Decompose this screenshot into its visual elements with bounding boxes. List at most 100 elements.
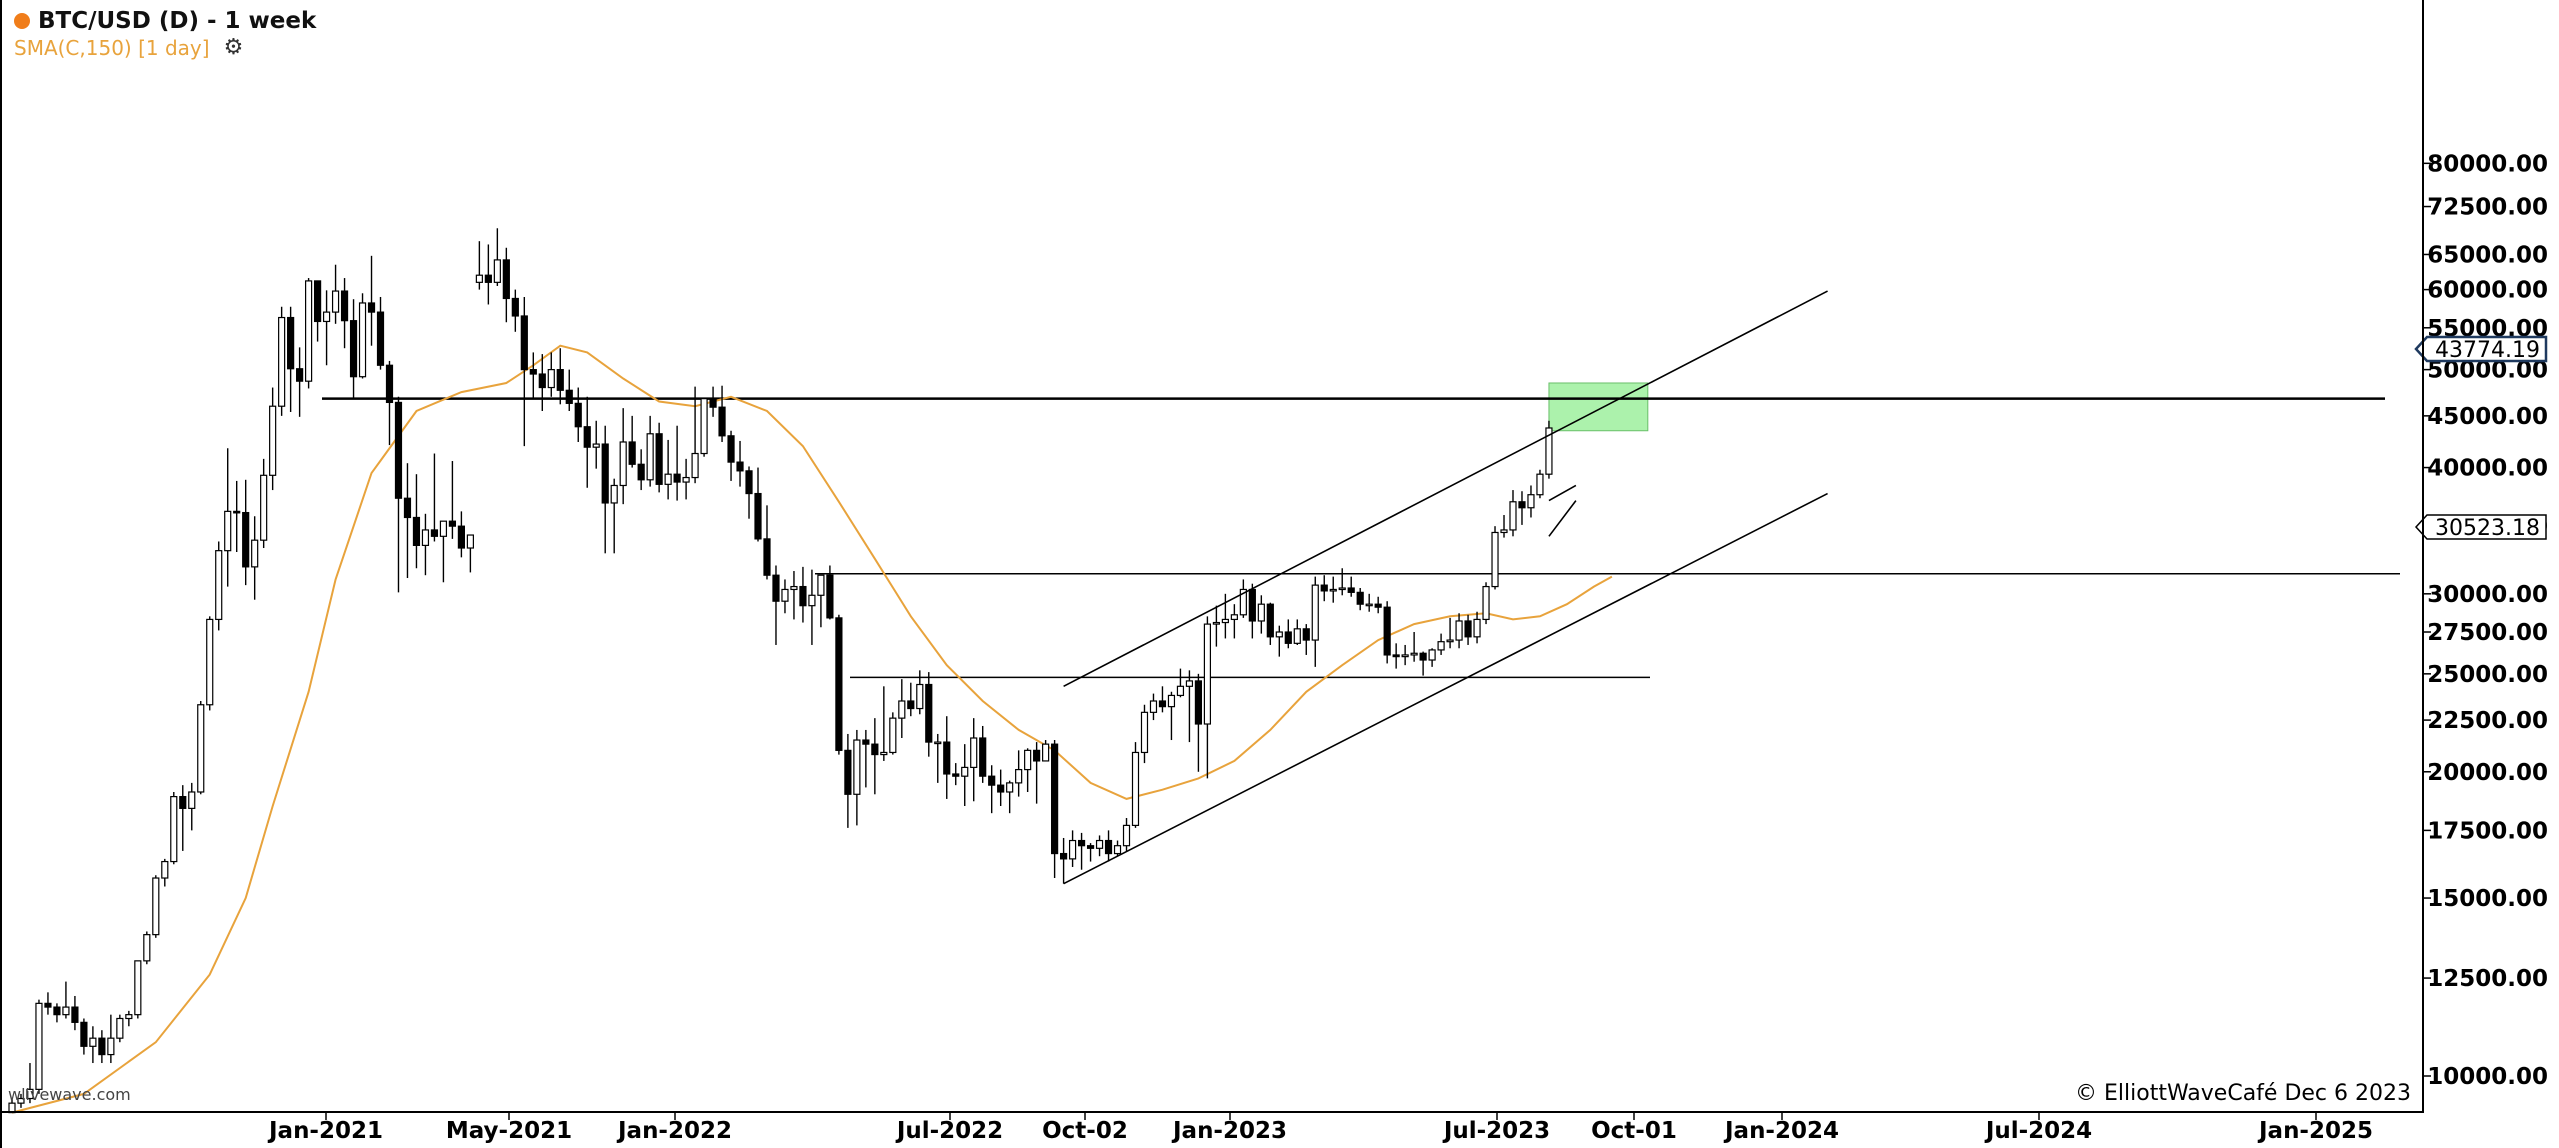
candle-body-up bbox=[439, 520, 448, 537]
candle-body-down bbox=[601, 443, 609, 504]
chart-title[interactable]: BTC/USD (D) - 1 week bbox=[38, 8, 317, 34]
candle bbox=[898, 679, 906, 739]
candle-body-up bbox=[1185, 680, 1194, 687]
candle-body-up bbox=[1131, 751, 1140, 826]
candle bbox=[340, 278, 349, 349]
candle bbox=[709, 386, 717, 417]
candle-body-up bbox=[170, 796, 178, 863]
candle-body-up bbox=[116, 1017, 124, 1039]
candle-body-down bbox=[520, 315, 528, 371]
candle-body-down bbox=[556, 369, 564, 391]
candle bbox=[1149, 693, 1158, 721]
candle-body-up bbox=[1024, 749, 1032, 771]
candle bbox=[529, 352, 537, 399]
candle bbox=[988, 765, 996, 814]
y-tick-label: 27500.00 bbox=[2427, 620, 2548, 646]
candle-body-down bbox=[1051, 743, 1059, 855]
candle-body-down bbox=[403, 497, 412, 519]
candle-body-up bbox=[1275, 631, 1283, 638]
candle bbox=[979, 725, 987, 783]
candle-body-down bbox=[394, 401, 403, 499]
candle bbox=[1122, 818, 1131, 851]
y-tick-label: 40000.00 bbox=[2427, 456, 2548, 482]
candle-body-up bbox=[817, 574, 825, 596]
candle-body-up bbox=[547, 369, 555, 389]
candle-body-up bbox=[619, 441, 627, 487]
candle-body-down bbox=[1033, 749, 1041, 762]
chart-header: BTC/USD (D) - 1 week SMA(C,150) [1 day] … bbox=[14, 4, 316, 60]
candle bbox=[251, 516, 259, 600]
candle-body-up bbox=[1509, 501, 1517, 531]
price-marker[interactable]: 30523.18 bbox=[2414, 514, 2547, 541]
candle-body-down bbox=[799, 585, 807, 607]
x-tick-label: May-2021 bbox=[446, 1118, 572, 1144]
candle bbox=[296, 347, 304, 417]
candle bbox=[1104, 830, 1113, 862]
candle-body-up bbox=[853, 739, 861, 795]
gear-icon[interactable]: ⚙ bbox=[223, 35, 244, 60]
candle bbox=[907, 682, 915, 717]
candle-body-down bbox=[349, 320, 358, 378]
candle-body-down bbox=[988, 775, 996, 786]
candle bbox=[134, 960, 142, 1019]
candle-body-down bbox=[907, 700, 915, 710]
candle-body-up bbox=[934, 741, 942, 745]
candle-body-up bbox=[664, 473, 672, 485]
candle-body-down bbox=[376, 311, 385, 366]
candle bbox=[970, 718, 978, 802]
candle-body-down bbox=[53, 1006, 61, 1016]
candle bbox=[763, 505, 771, 580]
trend-channel-line[interactable] bbox=[1548, 500, 1577, 537]
candle-body-up bbox=[1293, 628, 1301, 644]
y-tick-label: 30000.00 bbox=[2427, 582, 2548, 608]
indicator-label[interactable]: SMA(C,150) [1 day] bbox=[14, 36, 210, 60]
candle-body-up bbox=[961, 766, 969, 777]
candle bbox=[808, 569, 816, 645]
candle bbox=[1185, 670, 1194, 743]
x-tick-label: Oct-02 bbox=[1042, 1118, 1128, 1144]
candle bbox=[206, 616, 214, 711]
candle-body-up bbox=[152, 877, 160, 936]
candle bbox=[349, 299, 358, 398]
candle bbox=[35, 999, 43, 1094]
candle-body-up bbox=[1068, 839, 1077, 860]
candle-body-up bbox=[1500, 529, 1508, 534]
candle-body-up bbox=[700, 398, 708, 455]
price-marker[interactable]: 43774.19 bbox=[2414, 335, 2548, 363]
candle bbox=[1275, 625, 1283, 657]
candle bbox=[1194, 673, 1203, 772]
candle-body-up bbox=[278, 316, 286, 407]
candle-body-up bbox=[1527, 494, 1535, 509]
candle bbox=[871, 718, 879, 795]
candle bbox=[269, 387, 277, 491]
candle-body-up bbox=[206, 618, 214, 706]
candle-body-up bbox=[1239, 588, 1247, 616]
candle bbox=[565, 369, 573, 412]
candle-body-up bbox=[305, 280, 313, 382]
candle bbox=[484, 244, 492, 305]
candle bbox=[817, 574, 825, 628]
candle-body-down bbox=[1077, 839, 1086, 847]
candle-body-up bbox=[493, 259, 501, 283]
candle bbox=[1437, 633, 1445, 655]
x-tick-label: Jan-2023 bbox=[1171, 1118, 1287, 1144]
candle bbox=[628, 415, 636, 468]
candle-body-down bbox=[1302, 628, 1310, 641]
candle-body-down bbox=[709, 398, 717, 408]
candle-body-up bbox=[1401, 654, 1409, 658]
candle bbox=[619, 408, 627, 505]
candle bbox=[943, 716, 951, 799]
candle bbox=[889, 712, 897, 755]
candle-body-up bbox=[161, 860, 169, 879]
candle-body-down bbox=[1419, 652, 1427, 661]
trend-channel-line[interactable] bbox=[1063, 492, 1828, 885]
candle bbox=[385, 360, 394, 446]
candle-body-up bbox=[188, 791, 196, 809]
trend-channel-line[interactable] bbox=[1063, 290, 1828, 688]
candle bbox=[1545, 420, 1553, 479]
candle bbox=[961, 744, 969, 806]
trend-channel-line[interactable] bbox=[1548, 484, 1577, 502]
candle-body-down bbox=[835, 617, 843, 751]
candle-body-up bbox=[1015, 768, 1023, 784]
